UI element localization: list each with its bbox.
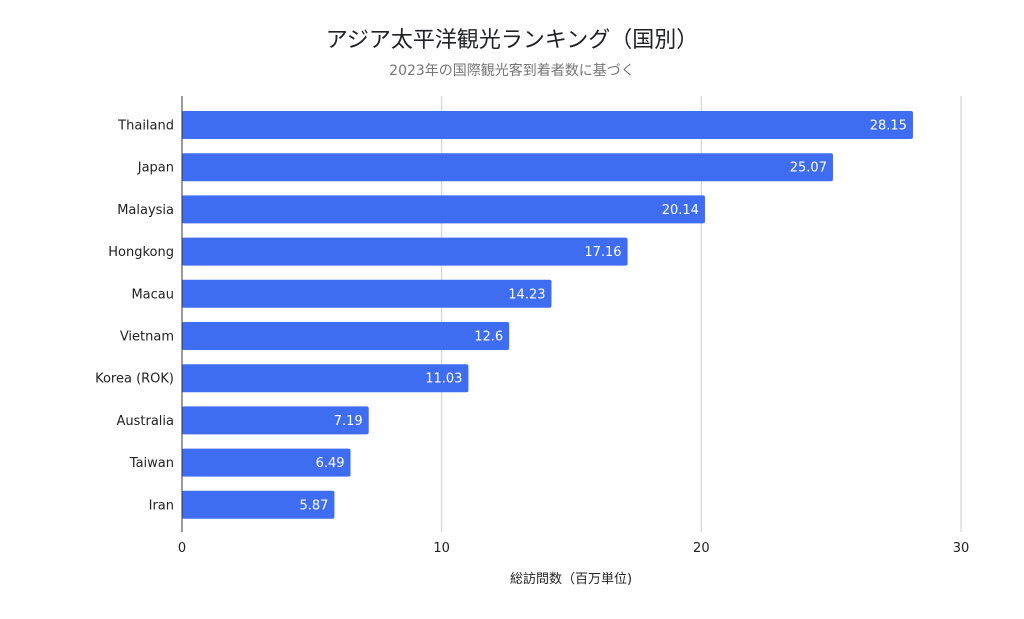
category-label: Macau <box>131 287 174 302</box>
category-label: Vietnam <box>120 330 174 345</box>
x-tick-label: 10 <box>433 541 450 556</box>
bar-data-label: 17.16 <box>584 245 621 260</box>
bar <box>182 111 913 139</box>
x-axis-label: 総訪問数（百万単位) <box>510 571 632 587</box>
x-tick-labels: 0 10 20 30 <box>178 541 969 556</box>
bar-data-label: 6.49 <box>316 456 345 471</box>
bar <box>182 279 552 308</box>
bar-data-label: 12.6 <box>474 330 503 345</box>
bar <box>182 364 469 393</box>
bar <box>182 153 833 182</box>
bar <box>182 195 705 224</box>
category-label: Hongkong <box>108 245 174 260</box>
chart-subtitle: 2023年の国際観光客到着者数に基づく <box>389 62 635 79</box>
x-tick-label: 30 <box>953 541 970 556</box>
category-labels: Thailand Japan Malaysia Hongkong Macau Vietna… <box>95 119 174 514</box>
bar-data-label: 20.14 <box>662 203 699 218</box>
bars: 28.15 25.07 20.14 17.16 14.23 12.6 11.03 7.19 6.… <box>182 111 913 519</box>
bar-data-label: 14.23 <box>508 287 545 302</box>
bar-data-label: 28.15 <box>870 119 907 134</box>
category-label: Thailand <box>117 119 174 134</box>
category-label: Korea (ROK) <box>95 372 174 387</box>
bar-data-label: 5.87 <box>299 498 328 513</box>
category-label: Australia <box>116 414 174 429</box>
x-tick-label: 20 <box>693 541 710 556</box>
bar <box>182 448 351 477</box>
chart-title: アジア太平洋観光ランキング（国別） <box>326 28 698 53</box>
bar-data-label: 11.03 <box>425 372 462 387</box>
bar <box>182 490 335 519</box>
category-label: Iran <box>149 498 174 513</box>
bar-data-label: 7.19 <box>334 414 363 429</box>
bar <box>182 406 369 435</box>
bar <box>182 322 510 350</box>
category-label: Japan <box>137 161 174 176</box>
category-label: Taiwan <box>129 456 174 471</box>
bar-data-label: 25.07 <box>790 161 827 176</box>
category-label: Malaysia <box>117 203 174 218</box>
x-tick-label: 0 <box>178 541 186 556</box>
bar <box>182 237 628 266</box>
